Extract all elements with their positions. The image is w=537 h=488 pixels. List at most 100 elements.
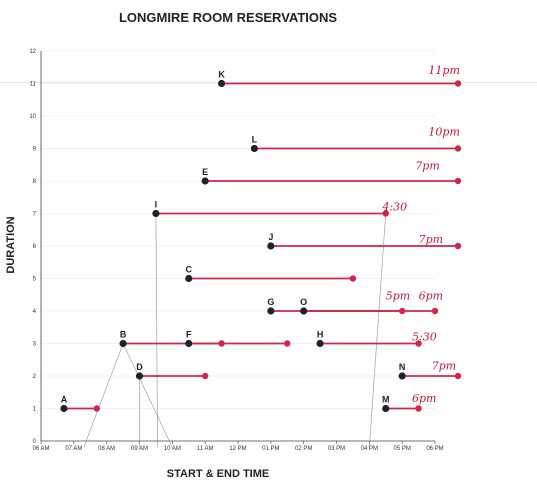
x-tick-label: 02 PM <box>295 446 312 452</box>
reservation-i: I <box>152 200 389 218</box>
x-tick-label: 10 AM <box>164 446 181 452</box>
y-tick-label: 8 <box>33 179 37 185</box>
reservation-e: E <box>201 167 462 185</box>
start-point <box>398 372 406 380</box>
point-label: B <box>120 330 127 340</box>
point-label: E <box>202 167 208 177</box>
reservation-j: J <box>267 232 462 250</box>
y-tick-label: 5 <box>33 277 37 283</box>
start-point <box>135 372 144 380</box>
annotation-note: 5:30 <box>412 330 437 343</box>
reservation-a: A <box>60 395 101 413</box>
end-point <box>431 307 439 315</box>
point-label: M <box>382 395 390 405</box>
reservation-g: G <box>267 297 406 315</box>
reservation-h: H <box>316 330 422 348</box>
start-point <box>60 404 68 413</box>
annotation-note: 6pm <box>419 290 443 303</box>
x-tick-label: 03 PM <box>328 446 345 452</box>
y-tick-label: 3 <box>33 342 37 348</box>
start-point <box>316 339 324 348</box>
pencil-line <box>155 213 158 448</box>
x-tick-label: 11 AM <box>197 446 214 452</box>
y-tick-label: 11 <box>30 82 37 88</box>
start-point <box>152 209 160 218</box>
axes <box>40 51 436 444</box>
reservation-marks: A B C D E F G H I J K L M N O <box>60 70 462 413</box>
y-tick-label: 1 <box>33 407 37 413</box>
y-tick-label: 2 <box>33 374 37 380</box>
x-tick-label: 01 PM <box>262 446 279 452</box>
start-point <box>217 79 226 88</box>
annotation-note: 4:30 <box>381 200 407 213</box>
start-point <box>185 339 193 348</box>
reservation-n: N <box>398 362 462 380</box>
end-point <box>454 177 462 185</box>
point-label: I <box>155 200 158 210</box>
start-point <box>201 177 209 185</box>
point-label: A <box>61 395 68 405</box>
point-label: K <box>218 70 225 80</box>
point-label: L <box>252 135 258 145</box>
pencil-line <box>368 213 387 448</box>
x-tick-label: 06 AM <box>32 446 49 452</box>
end-point <box>415 340 422 347</box>
annotation-note: 6pm <box>412 392 436 405</box>
pencil-sketch <box>83 213 387 448</box>
point-label: F <box>186 330 192 340</box>
chart-title: LONGMIRE ROOM RESERVATIONS <box>119 10 337 25</box>
end-point <box>454 242 462 250</box>
point-label: O <box>300 297 307 307</box>
reservation-d: D <box>135 362 209 380</box>
x-tick-label: 04 PM <box>361 446 378 452</box>
start-point <box>119 339 127 348</box>
annotation-note: 7pm <box>415 160 439 173</box>
y-tick-label: 4 <box>33 309 37 315</box>
x-tick-label: 09 AM <box>131 446 148 452</box>
annotation-note: 5pm <box>386 290 410 303</box>
gridlines <box>0 50 537 409</box>
y-tick-label: 0 <box>33 439 37 445</box>
y-tick-label: 7 <box>33 212 37 218</box>
point-label: C <box>186 265 193 275</box>
reservation-k: K <box>217 70 462 88</box>
x-tick-label: 12 PM <box>229 446 246 452</box>
reservation-m: M <box>382 395 422 413</box>
end-point <box>284 340 291 347</box>
pencil-line <box>122 343 173 448</box>
reservation-b: B <box>119 330 225 348</box>
x-axis-title: START & END TIME <box>167 468 269 480</box>
reservation-f: F <box>185 330 291 348</box>
start-point <box>185 274 193 283</box>
x-tick-label: 08 AM <box>98 446 115 452</box>
end-point <box>382 210 389 217</box>
point-label: D <box>136 362 143 372</box>
reservation-l: L <box>250 135 462 153</box>
end-point <box>93 405 101 412</box>
reservation-c: C <box>185 265 357 283</box>
x-tick-label: 05 PM <box>393 446 410 452</box>
y-axis-title: DURATION <box>5 216 17 273</box>
start-point <box>267 242 275 250</box>
point-label: J <box>268 232 273 242</box>
x-tick-label: 06 PM <box>426 446 443 452</box>
annotation-note: 11pm <box>428 64 459 77</box>
start-point <box>267 307 275 315</box>
point-label: H <box>317 330 324 340</box>
y-tick-label: 12 <box>29 49 36 55</box>
annotation-note: 7pm <box>419 233 443 246</box>
end-point <box>349 275 357 282</box>
y-tick-label: 10 <box>29 114 36 120</box>
pencil-line <box>83 343 124 448</box>
y-tick-label: 9 <box>33 147 37 153</box>
handwritten-annotations: 11pm 10pm 7pm 4:30 7pm 5pm 6pm 5:30 7pm 6pm <box>381 64 459 405</box>
reservation-o: O <box>300 297 439 315</box>
point-label: N <box>399 362 406 372</box>
annotation-note: 10pm <box>428 126 459 139</box>
end-point <box>454 372 462 380</box>
end-point <box>201 372 209 380</box>
start-point <box>250 144 259 153</box>
point-label: G <box>267 297 274 307</box>
